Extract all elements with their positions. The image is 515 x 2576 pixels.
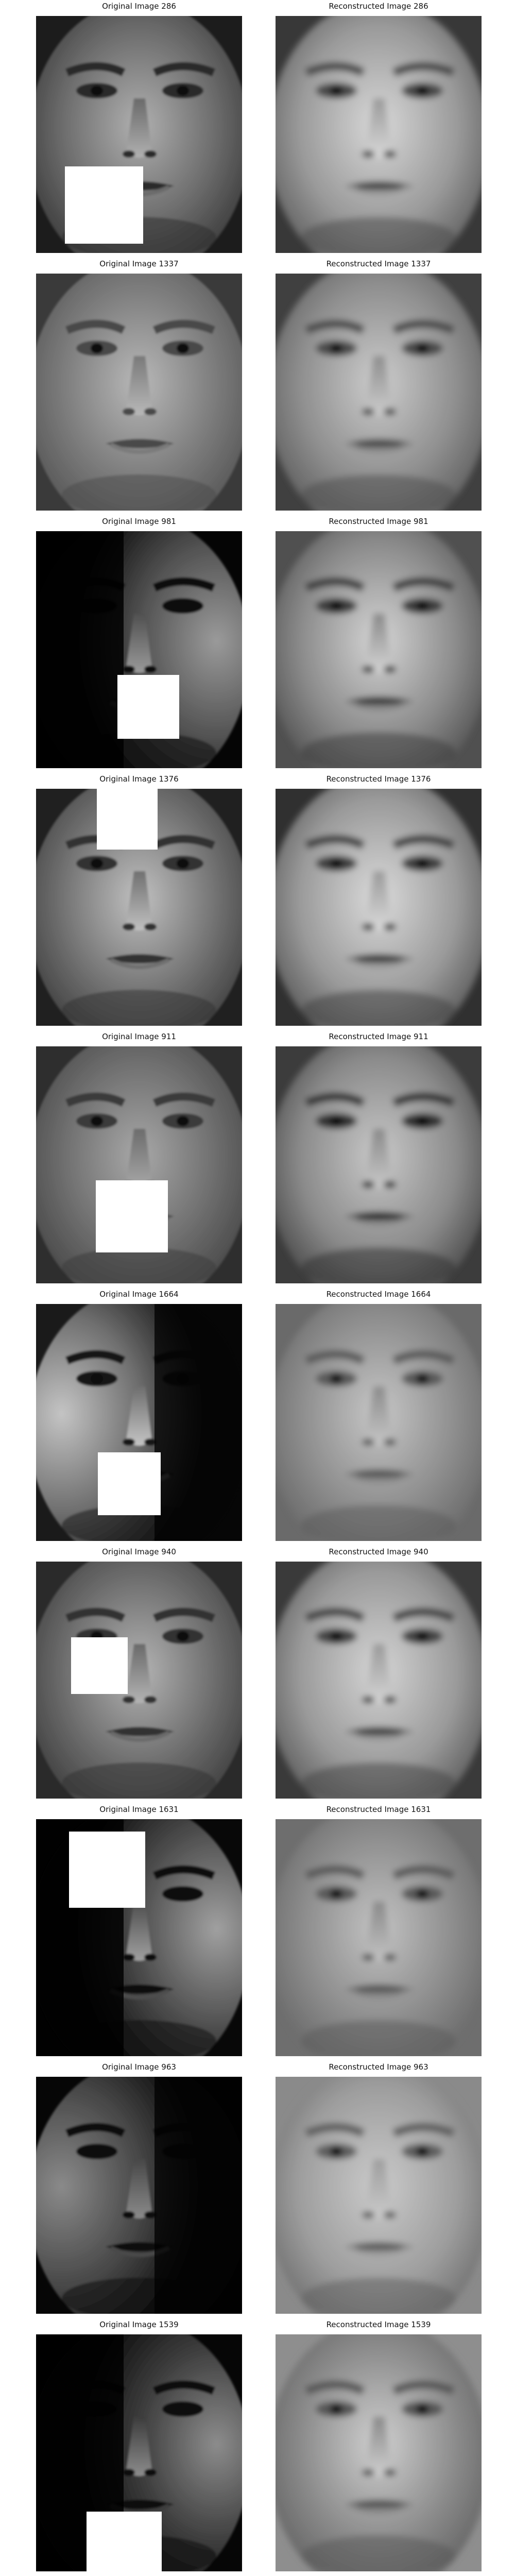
reconstructed-image-panel: Reconstructed Image 963 [276,2061,482,2318]
original-image-panel: Original Image 1376 [36,773,242,1030]
reconstructed-image-panel: Reconstructed Image 1664 [276,1288,482,1546]
original-image-panel: Original Image 1664 [36,1288,242,1546]
reconstructed-image-title: Reconstructed Image 940 [329,1547,428,1556]
original-image-panel: Original Image 940 [36,1546,242,1803]
original-image-panel: Original Image 911 [36,1030,242,1288]
image-pair-row: Original Image 1539 Reconstruct [0,2318,515,2576]
original-face-image [36,531,242,768]
original-face-image [36,789,242,1026]
original-image-title: Original Image 1376 [99,774,179,784]
original-image-panel: Original Image 981 [36,515,242,773]
reconstructed-image-title: Reconstructed Image 1539 [326,2320,431,2329]
reconstructed-image-panel: Reconstructed Image 981 [276,515,482,773]
original-image-title: Original Image 1664 [99,1290,179,1299]
original-image-panel: Original Image 286 [36,0,242,258]
reconstructed-image-title: Reconstructed Image 1631 [326,1805,431,1814]
image-pair-row: Original Image 286 Reconstructe [0,0,515,258]
original-face-image [36,1046,242,1283]
occlusion-patch [96,1180,168,1252]
original-face-image [36,1819,242,2056]
image-pair-row: Original Image 1376 Reconstruct [0,773,515,1030]
original-face-image [36,2334,242,2571]
original-image-title: Original Image 1337 [99,259,179,268]
reconstructed-image-panel: Reconstructed Image 1539 [276,2318,482,2576]
original-image-title: Original Image 1631 [99,1805,179,1814]
occlusion-patch [69,1832,145,1908]
original-image-panel: Original Image 1539 [36,2318,242,2576]
original-image-panel: Original Image 1337 [36,258,242,515]
occlusion-patch [117,675,179,739]
image-pair-row: Original Image 981 Reconstructe [0,515,515,773]
image-pair-row: Original Image 940 Reconstructe [0,1546,515,1803]
reconstructed-face-image [276,1304,482,1541]
image-pair-row: Original Image 963 Reconstructe [0,2061,515,2318]
reconstructed-face-image [276,274,482,511]
original-face-image [36,16,242,253]
reconstructed-image-panel: Reconstructed Image 1631 [276,1803,482,2061]
reconstructed-face-image [276,1562,482,1799]
reconstructed-image-title: Reconstructed Image 1664 [326,1290,431,1299]
image-pair-row: Original Image 1337 Reconstruct [0,258,515,515]
original-face-image [36,1562,242,1799]
original-image-panel: Original Image 1631 [36,1803,242,2061]
occlusion-patch [87,2512,162,2571]
occlusion-patch [65,166,143,244]
reconstructed-face-image [276,2334,482,2571]
original-image-title: Original Image 911 [102,1032,176,1041]
reconstructed-face-image [276,1046,482,1283]
reconstructed-face-image [276,789,482,1026]
reconstructed-image-title: Reconstructed Image 963 [329,2062,428,2072]
reconstructed-image-title: Reconstructed Image 911 [329,1032,428,1041]
image-pair-row: Original Image 1631 Reconstruct [0,1803,515,2061]
original-image-title: Original Image 981 [102,517,176,526]
occlusion-patch [71,1637,128,1694]
reconstructed-face-image [276,2077,482,2314]
occlusion-patch [98,1452,161,1515]
original-image-panel: Original Image 963 [36,2061,242,2318]
original-face-image [36,2077,242,2314]
original-image-title: Original Image 940 [102,1547,176,1556]
reconstructed-image-panel: Reconstructed Image 1337 [276,258,482,515]
original-image-title: Original Image 1539 [99,2320,179,2329]
image-pair-row: Original Image 911 Reconstructe [0,1030,515,1288]
original-image-title: Original Image 963 [102,2062,176,2072]
reconstructed-image-panel: Reconstructed Image 940 [276,1546,482,1803]
reconstructed-face-image [276,1819,482,2056]
reconstructed-image-title: Reconstructed Image 286 [329,2,428,11]
reconstructed-face-image [276,531,482,768]
occlusion-patch [97,789,158,850]
reconstructed-image-panel: Reconstructed Image 286 [276,0,482,258]
original-face-image [36,1304,242,1541]
reconstructed-image-title: Reconstructed Image 981 [329,517,428,526]
original-face-image [36,274,242,511]
original-image-title: Original Image 286 [102,2,176,11]
image-pair-row: Original Image 1664 Reconstruct [0,1288,515,1546]
reconstructed-image-title: Reconstructed Image 1376 [326,774,431,784]
reconstructed-image-panel: Reconstructed Image 1376 [276,773,482,1030]
reconstructed-image-panel: Reconstructed Image 911 [276,1030,482,1288]
reconstructed-face-image [276,16,482,253]
reconstructed-image-title: Reconstructed Image 1337 [326,259,431,268]
